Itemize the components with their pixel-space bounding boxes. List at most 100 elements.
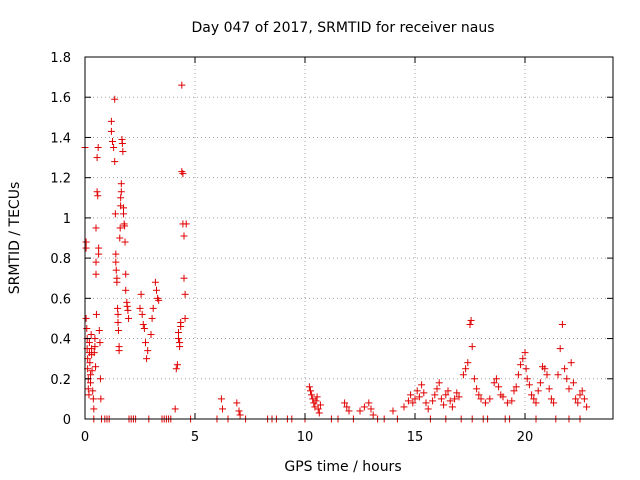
data-point xyxy=(117,194,125,202)
data-point xyxy=(490,379,498,387)
data-point xyxy=(413,387,421,395)
data-point xyxy=(137,290,145,298)
data-point xyxy=(475,391,483,399)
data-point xyxy=(113,278,121,286)
data-point xyxy=(433,385,441,393)
data-point xyxy=(172,365,180,373)
data-point xyxy=(435,379,443,387)
data-point xyxy=(424,405,432,413)
x-tick-label: 5 xyxy=(191,430,199,445)
data-point xyxy=(233,399,241,407)
data-point xyxy=(315,409,323,417)
data-point xyxy=(88,367,96,375)
data-point xyxy=(176,343,184,351)
data-point xyxy=(499,393,507,401)
data-point xyxy=(115,347,123,355)
data-point xyxy=(442,391,450,399)
chart-title: Day 047 of 2017, SRMTID for receiver nau… xyxy=(191,20,494,36)
data-point xyxy=(181,314,189,322)
data-point xyxy=(83,325,91,332)
data-point xyxy=(107,117,115,125)
data-point xyxy=(314,405,322,413)
data-point xyxy=(404,397,412,405)
data-point xyxy=(111,95,119,103)
data-point xyxy=(180,274,188,282)
data-point xyxy=(119,148,127,156)
data-point xyxy=(462,365,470,373)
data-point xyxy=(95,250,103,258)
data-point xyxy=(451,395,459,403)
data-point xyxy=(219,405,226,413)
data-point xyxy=(122,270,130,278)
data-point xyxy=(545,385,553,393)
data-point xyxy=(522,365,530,373)
data-point xyxy=(177,318,185,326)
data-point xyxy=(481,399,489,407)
data-point xyxy=(121,222,129,230)
data-point xyxy=(143,355,151,363)
data-point xyxy=(514,371,522,379)
data-point xyxy=(112,258,120,266)
data-point xyxy=(114,310,122,318)
data-point xyxy=(96,375,104,383)
data-point xyxy=(470,375,478,383)
data-point xyxy=(525,381,533,389)
y-tick-label: 1.8 xyxy=(50,51,71,66)
data-point xyxy=(112,266,120,274)
data-point xyxy=(345,407,353,415)
data-point xyxy=(89,395,97,403)
x-tick-label: 10 xyxy=(297,430,314,445)
data-point xyxy=(138,310,146,318)
data-point xyxy=(574,399,582,407)
data-point xyxy=(94,192,102,200)
data-point xyxy=(576,391,584,399)
data-point xyxy=(85,391,93,399)
data-point xyxy=(125,314,133,322)
data-point xyxy=(453,389,461,397)
data-point xyxy=(558,320,566,328)
data-point xyxy=(136,304,144,312)
data-point xyxy=(563,375,571,383)
data-point xyxy=(523,375,531,383)
data-point xyxy=(541,365,549,373)
data-point xyxy=(117,188,125,196)
data-point xyxy=(149,304,157,312)
data-point xyxy=(528,391,536,399)
x-tick-label: 20 xyxy=(517,430,534,445)
data-point xyxy=(578,387,586,395)
data-point xyxy=(567,359,575,367)
data-point xyxy=(144,347,152,355)
data-point xyxy=(444,387,452,395)
data-point xyxy=(431,391,439,399)
data-point xyxy=(534,387,542,395)
data-point xyxy=(554,371,562,379)
data-point xyxy=(87,371,94,379)
y-tick-label: 0.8 xyxy=(50,252,71,267)
data-point xyxy=(467,316,475,324)
data-point xyxy=(82,238,90,246)
data-point xyxy=(486,395,494,403)
data-point xyxy=(512,383,520,391)
data-point xyxy=(572,395,580,403)
data-point xyxy=(440,401,448,409)
data-point xyxy=(142,339,149,347)
data-point xyxy=(91,335,99,343)
data-point xyxy=(389,407,397,415)
y-tick-label: 1.4 xyxy=(50,131,71,146)
data-point xyxy=(87,379,94,387)
data-point xyxy=(175,329,182,337)
data-point xyxy=(147,331,155,339)
data-point xyxy=(114,304,122,312)
data-point xyxy=(179,170,187,178)
data-point xyxy=(180,232,188,240)
data-point xyxy=(407,391,415,399)
data-point xyxy=(116,234,124,242)
data-point xyxy=(96,339,104,347)
x-axis-label: GPS time / hours xyxy=(284,459,401,475)
y-tick-label: 0.2 xyxy=(50,373,71,388)
points-layer xyxy=(81,81,591,423)
data-point xyxy=(583,403,591,411)
ticks-layer: 0 5 10 15 20 0 0.2 0.4 0.6 0.8 1 1.2 1.4 1.6 1.8 xyxy=(50,51,613,445)
data-point xyxy=(313,393,321,401)
